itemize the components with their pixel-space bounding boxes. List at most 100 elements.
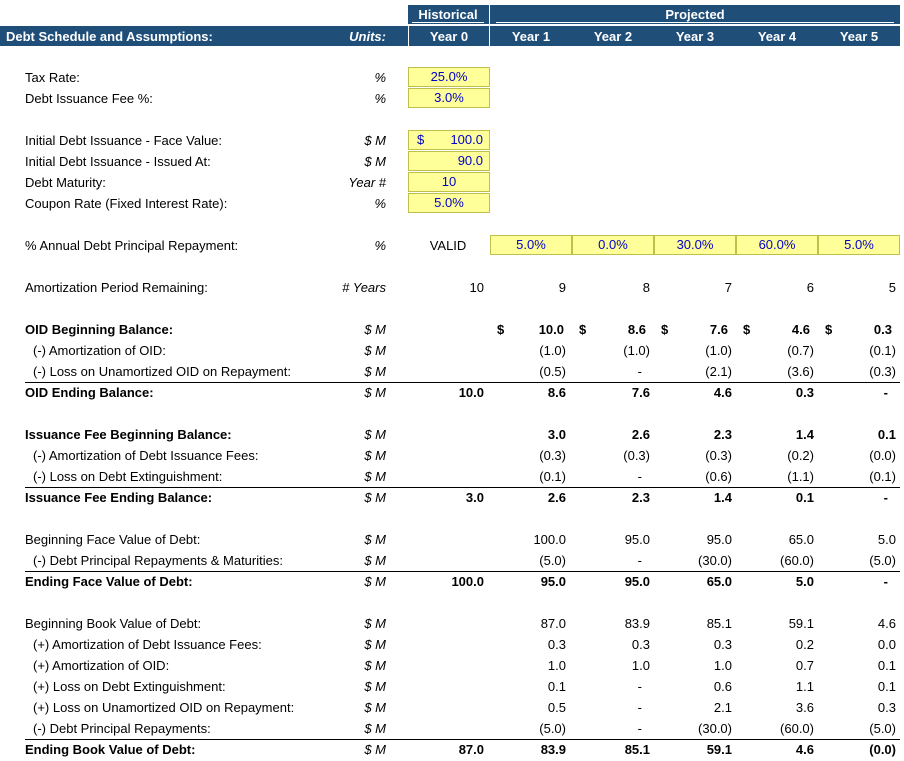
repayment-input-year-4[interactable]: 60.0%: [736, 235, 818, 255]
fee-end-cell: 1.4: [713, 490, 732, 505]
book-fee-amort-cell: 0.3: [713, 637, 732, 652]
tax-rate-unit: %: [374, 70, 386, 85]
book-oid-amort-cell: 0.7: [795, 658, 814, 673]
fee-loss-cell: -: [637, 469, 642, 484]
face-value-currency: $: [417, 132, 425, 147]
fee-end-row: Issuance Fee Ending Balance: $ M 3.0 2.6…: [0, 487, 904, 508]
fee-pct-label: Debt Issuance Fee %:: [25, 91, 153, 106]
oid-begin-cell: 7.6: [709, 322, 728, 337]
amort-period-cell: 6: [806, 280, 814, 295]
total-divider: [25, 739, 900, 740]
fee-amort-row: (-) Amortization of Debt Issuance Fees: …: [0, 445, 904, 466]
coupon-unit: %: [374, 196, 386, 211]
book-loss-ext-cell: 0.1: [877, 679, 896, 694]
repayment-input-year-1[interactable]: 5.0%: [490, 235, 572, 255]
repayment-input-year-3[interactable]: 30.0%: [654, 235, 736, 255]
issued-at-input[interactable]: 90.0: [408, 151, 490, 171]
face-repay-label: (-) Debt Principal Repayments & Maturiti…: [33, 553, 283, 568]
maturity-unit: Year #: [348, 175, 386, 190]
fee-pct-input[interactable]: 3.0%: [408, 88, 490, 108]
fee-amort-cell: (0.3): [623, 448, 650, 463]
book-begin-unit: $ M: [364, 616, 386, 631]
repayment-input-year-5[interactable]: 5.0%: [818, 235, 900, 255]
fee-begin-cell: 0.1: [877, 427, 896, 442]
face-begin-cell: 100.0: [533, 532, 566, 547]
face-repay-cell: (60.0): [780, 553, 814, 568]
oid-end-cell: 10.0: [458, 385, 484, 400]
oid-end-cell: -: [883, 385, 888, 400]
face-end-unit: $ M: [364, 574, 386, 589]
book-loss-oid-cell: 0.3: [877, 700, 896, 715]
book-begin-cell: 83.9: [624, 616, 650, 631]
oid-loss-unit: $ M: [364, 364, 386, 379]
book-begin-cell: 4.6: [877, 616, 896, 631]
book-oid-amort-cell: 1.0: [713, 658, 732, 673]
book-end-cell: 59.1: [706, 742, 732, 757]
amort-period-cell: 5: [888, 280, 896, 295]
units-header: Units:: [349, 28, 386, 44]
book-begin-cell: 85.1: [706, 616, 732, 631]
oid-begin-row: OID Beginning Balance: $ M $ $ $ $ $ 10.…: [0, 319, 904, 340]
coupon-input[interactable]: 5.0%: [408, 193, 490, 213]
book-end-cell: 83.9: [540, 742, 566, 757]
face-end-row: Ending Face Value of Debt: $ M 100.0 95.…: [0, 571, 904, 592]
maturity-input[interactable]: 10: [408, 172, 490, 192]
year-0-header: Year 0: [429, 28, 469, 44]
fee-pct-row: Debt Issuance Fee %: % 3.0%: [0, 88, 904, 109]
face-end-cell: 5.0: [795, 574, 814, 589]
fee-end-unit: $ M: [364, 490, 386, 505]
oid-loss-cell: (2.1): [705, 364, 732, 379]
fee-end-label: Issuance Fee Ending Balance:: [25, 490, 213, 505]
face-repay-cell: (5.0): [539, 553, 566, 568]
fee-end-cell: 0.1: [795, 490, 814, 505]
repayment-pct-unit: %: [374, 238, 386, 253]
face-repay-cell: -: [637, 553, 642, 568]
book-repay-cell: (5.0): [539, 721, 566, 736]
fee-begin-cell: 2.3: [713, 427, 732, 442]
amort-period-cell: 8: [642, 280, 650, 295]
fee-loss-label: (-) Loss on Debt Extinguishment:: [33, 469, 223, 484]
year-3-header: Year 3: [675, 28, 715, 44]
oid-end-unit: $ M: [364, 385, 386, 400]
oid-begin-cell: 4.6: [791, 322, 810, 337]
maturity-label: Debt Maturity:: [25, 175, 106, 190]
fee-end-cell: 3.0: [465, 490, 484, 505]
currency-symbol: $: [825, 322, 833, 337]
book-loss-ext-cell: 0.1: [547, 679, 566, 694]
oid-end-cell: 4.6: [713, 385, 732, 400]
book-loss-ext-label: (+) Loss on Debt Extinguishment:: [33, 679, 226, 694]
historical-underline: [412, 22, 484, 23]
fee-loss-unit: $ M: [364, 469, 386, 484]
coupon-label: Coupon Rate (Fixed Interest Rate):: [25, 196, 228, 211]
repayment-input-year-2[interactable]: 0.0%: [572, 235, 654, 255]
face-begin-row: Beginning Face Value of Debt: $ M 100.0 …: [0, 529, 904, 550]
book-end-cell: 85.1: [624, 742, 650, 757]
book-fee-amort-cell: 0.0: [877, 637, 896, 652]
book-begin-cell: 87.0: [540, 616, 566, 631]
header-divider: [408, 26, 409, 46]
fee-end-cell: -: [883, 490, 888, 505]
fee-begin-label: Issuance Fee Beginning Balance:: [25, 427, 232, 442]
book-fee-amort-unit: $ M: [364, 637, 386, 652]
year-4-header: Year 4: [757, 28, 797, 44]
oid-loss-cell: (3.6): [787, 364, 814, 379]
fee-amort-cell: (0.2): [787, 448, 814, 463]
tax-rate-input[interactable]: 25.0%: [408, 67, 490, 87]
oid-begin-cell: 8.6: [627, 322, 646, 337]
fee-amort-label: (-) Amortization of Debt Issuance Fees:: [33, 448, 259, 463]
book-loss-oid-label: (+) Loss on Unamortized OID on Repayment…: [33, 700, 295, 715]
oid-end-cell: 0.3: [795, 385, 814, 400]
header-divider: [489, 26, 490, 46]
book-repay-cell: (5.0): [869, 721, 896, 736]
book-oid-amort-cell: 0.1: [877, 658, 896, 673]
issued-at-label: Initial Debt Issuance - Issued At:: [25, 154, 211, 169]
book-loss-oid-row: (+) Loss on Unamortized OID on Repayment…: [0, 697, 904, 718]
book-end-cell: (0.0): [869, 742, 896, 757]
book-loss-ext-cell: -: [637, 679, 642, 694]
book-end-label: Ending Book Value of Debt:: [25, 742, 196, 757]
book-oid-amort-cell: 1.0: [631, 658, 650, 673]
face-value-input[interactable]: $ 100.0: [408, 130, 490, 150]
amort-period-label: Amortization Period Remaining:: [25, 280, 208, 295]
currency-symbol: $: [579, 322, 587, 337]
face-value-label: Initial Debt Issuance - Face Value:: [25, 133, 223, 148]
